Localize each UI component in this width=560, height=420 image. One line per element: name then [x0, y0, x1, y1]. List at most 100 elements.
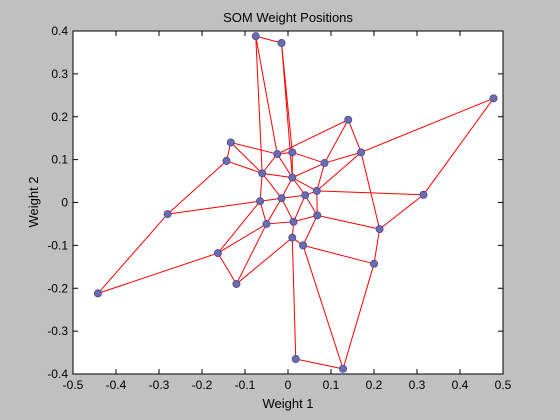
edge-line — [167, 160, 227, 215]
edge-line — [217, 223, 267, 254]
weight-point — [357, 148, 366, 157]
edge-line — [97, 252, 219, 294]
y-tick-label: 0.2 — [51, 110, 68, 124]
weight-point — [339, 364, 348, 373]
edge-line — [316, 190, 424, 196]
x-tick-label: -0.2 — [192, 378, 213, 392]
edge-line — [277, 119, 349, 155]
weight-point — [288, 173, 297, 182]
weight-point — [489, 94, 498, 103]
y-tick-label: 0.4 — [51, 24, 68, 38]
weight-point — [291, 354, 300, 363]
x-tick-label: -0.4 — [106, 378, 127, 392]
edge-line — [342, 263, 375, 369]
x-tick-label: 0.1 — [323, 378, 340, 392]
weight-point — [288, 148, 297, 157]
edge-line — [347, 119, 362, 153]
y-tick-label: -0.1 — [47, 238, 68, 252]
edge-line — [302, 245, 344, 370]
edge-line — [167, 200, 261, 215]
ticks-layer: -0.5 -0.4 -0.3 -0.2 -0.1 0 0.1 0.2 0.3 0.4 0.5-0.4… — [47, 24, 511, 392]
edge-line — [295, 358, 344, 370]
weight-point — [312, 186, 321, 195]
edge-line — [360, 97, 494, 153]
weight-point — [213, 249, 222, 258]
edge-line — [316, 151, 362, 192]
weight-point — [375, 225, 384, 234]
x-axis-label: Weight 1 — [262, 396, 313, 411]
chart-title: SOM Weight Positions — [223, 10, 353, 25]
weight-point — [320, 159, 329, 168]
weight-point — [226, 138, 235, 147]
weight-point — [344, 115, 353, 124]
edge-line — [302, 244, 375, 265]
edge-line — [291, 237, 297, 360]
weight-point — [289, 217, 298, 226]
y-tick-label: 0.3 — [51, 67, 68, 81]
weight-point — [163, 210, 172, 219]
x-tick-label: -0.1 — [235, 378, 256, 392]
edge-line — [276, 153, 293, 178]
edge-line — [293, 214, 318, 223]
edge-line — [261, 153, 278, 174]
weight-point — [277, 194, 286, 203]
x-tick-label: -0.5 — [63, 378, 84, 392]
edge-line — [255, 35, 282, 44]
weight-point — [288, 233, 297, 242]
y-axis-label: Weight 2 — [26, 176, 41, 227]
y-tick-label: 0.1 — [51, 153, 68, 167]
nodes-layer — [93, 32, 498, 373]
weight-point — [251, 32, 260, 41]
weight-point — [93, 289, 102, 298]
edge-line — [423, 98, 494, 196]
x-tick-label: 0.5 — [495, 378, 512, 392]
weight-point — [313, 211, 322, 220]
weight-point — [222, 156, 231, 165]
edge-line — [324, 119, 349, 164]
edge-line — [235, 223, 267, 285]
edge-line — [230, 142, 263, 174]
edge-line — [217, 252, 237, 285]
edge-line — [292, 177, 318, 192]
edge-line — [281, 197, 295, 223]
edge-line — [97, 213, 168, 294]
edge-line — [230, 141, 278, 155]
weight-point — [369, 259, 378, 268]
edge-line — [261, 173, 282, 199]
edge-line — [236, 237, 293, 285]
edge-line — [379, 194, 424, 230]
edge-line — [302, 215, 318, 246]
weight-point — [256, 197, 265, 206]
weight-point — [301, 191, 310, 200]
edge-line — [262, 172, 293, 179]
edge-line — [259, 173, 263, 202]
edge-line — [217, 200, 261, 254]
y-tick-label: 0 — [61, 196, 68, 210]
edge-line — [293, 195, 306, 222]
x-tick-label: 0.3 — [409, 378, 426, 392]
x-tick-label: 0 — [285, 378, 292, 392]
weight-point — [258, 169, 267, 178]
edge-line — [317, 214, 380, 230]
edge-line — [266, 197, 282, 225]
edge-line — [255, 36, 278, 155]
edge-line — [292, 151, 325, 164]
x-tick-label: 0.2 — [366, 378, 383, 392]
x-tick-label: -0.3 — [149, 378, 170, 392]
weight-point — [277, 39, 286, 48]
y-tick-label: -0.4 — [47, 367, 68, 381]
x-tick-label: 0.4 — [452, 378, 469, 392]
weight-point — [262, 219, 271, 228]
edge-line — [226, 160, 263, 174]
weight-point — [232, 279, 241, 288]
edge-line — [292, 162, 325, 179]
axes-background — [73, 31, 503, 374]
weight-point — [273, 150, 282, 159]
edge-line — [360, 152, 381, 230]
edge-line — [324, 151, 362, 164]
edge-line — [316, 162, 326, 192]
y-tick-label: -0.3 — [47, 324, 68, 338]
edge-line — [373, 229, 381, 264]
